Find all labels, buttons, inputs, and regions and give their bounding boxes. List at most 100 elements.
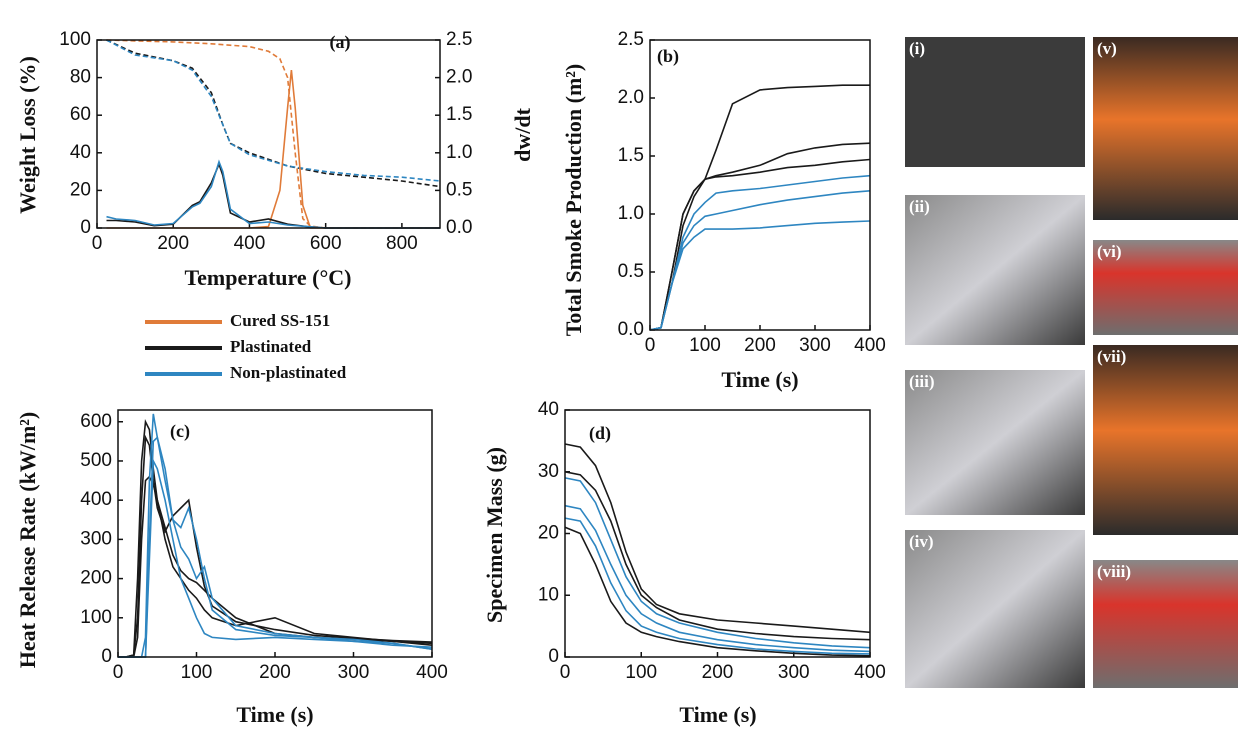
series-line bbox=[106, 70, 440, 229]
y-axis-label: Weight Loss (%) bbox=[15, 56, 40, 214]
series-line bbox=[118, 457, 433, 658]
photo bbox=[905, 195, 1085, 345]
plot-frame bbox=[96, 39, 441, 229]
series-line bbox=[118, 434, 433, 658]
photo-label: (vii) bbox=[1097, 347, 1126, 366]
y-tick-label: 2.5 bbox=[618, 29, 644, 50]
y-tick-label: 80 bbox=[70, 67, 91, 88]
photo bbox=[1093, 560, 1238, 688]
legend-label: Plastinated bbox=[230, 337, 312, 356]
panel-label: (c) bbox=[170, 421, 190, 442]
y-axis-label: Specimen Mass (g) bbox=[482, 447, 507, 623]
y-tick-label: 20 bbox=[538, 523, 559, 544]
photo bbox=[905, 37, 1085, 167]
photo bbox=[905, 370, 1085, 515]
series-line bbox=[564, 477, 871, 649]
series-line bbox=[106, 39, 441, 188]
x-tick-label: 300 bbox=[778, 662, 810, 683]
y-tick-label: 100 bbox=[80, 607, 112, 628]
x-tick-label: 400 bbox=[416, 662, 448, 683]
photo-label: (viii) bbox=[1097, 562, 1131, 581]
panel-label: (d) bbox=[589, 423, 611, 444]
series-line bbox=[106, 159, 440, 229]
x-tick-label: 400 bbox=[854, 662, 886, 683]
y2-tick-label: 0.5 bbox=[446, 179, 472, 200]
photo bbox=[905, 530, 1085, 688]
series-line bbox=[106, 39, 440, 229]
y-tick-label: 20 bbox=[70, 179, 91, 200]
x-tick-label: 200 bbox=[744, 335, 776, 356]
series-line bbox=[118, 418, 433, 658]
y-tick-label: 1.0 bbox=[618, 203, 644, 224]
y-tick-label: 0 bbox=[548, 646, 559, 667]
y-tick-label: 60 bbox=[70, 104, 91, 125]
y-tick-label: 300 bbox=[80, 528, 112, 549]
photo-label: (vi) bbox=[1097, 242, 1122, 261]
y-axis-label: Total Smoke Production (m²) bbox=[561, 64, 586, 336]
series-line bbox=[649, 158, 871, 331]
series-line bbox=[106, 161, 440, 229]
y-tick-label: 1.5 bbox=[618, 145, 644, 166]
legend-label: Non-plastinated bbox=[230, 363, 347, 382]
x-tick-label: 0 bbox=[560, 662, 571, 683]
series-line bbox=[564, 471, 871, 641]
photo-label: (iv) bbox=[909, 532, 934, 551]
x-axis-label: Temperature (°C) bbox=[184, 265, 351, 290]
y2-tick-label: 1.5 bbox=[446, 104, 472, 125]
y-tick-label: 200 bbox=[80, 568, 112, 589]
series-line bbox=[564, 526, 871, 657]
series-line bbox=[118, 435, 433, 658]
plot-frame bbox=[564, 409, 871, 658]
x-axis-label: Time (s) bbox=[236, 702, 313, 727]
panel-label: (a) bbox=[330, 32, 351, 53]
panel-label: (b) bbox=[657, 46, 679, 67]
series-line bbox=[564, 517, 871, 655]
y-tick-label: 2.0 bbox=[618, 87, 644, 108]
x-tick-label: 600 bbox=[310, 233, 342, 254]
x-tick-label: 200 bbox=[157, 233, 189, 254]
legend-label: Cured SS-151 bbox=[230, 311, 330, 330]
x-tick-label: 100 bbox=[625, 662, 657, 683]
series-line bbox=[649, 174, 871, 331]
y-tick-label: 40 bbox=[70, 142, 91, 163]
x-tick-label: 0 bbox=[645, 335, 656, 356]
y-tick-label: 600 bbox=[80, 411, 112, 432]
y-tick-label: 0.0 bbox=[618, 319, 644, 340]
series-line bbox=[649, 190, 871, 331]
x-tick-label: 400 bbox=[854, 335, 886, 356]
photo-label: (iii) bbox=[909, 372, 935, 391]
x-tick-label: 300 bbox=[338, 662, 370, 683]
y2-axis-label: dw/dt bbox=[510, 107, 535, 161]
series-line bbox=[649, 84, 870, 331]
photo bbox=[1093, 345, 1238, 535]
series-line bbox=[564, 443, 871, 634]
series-line bbox=[649, 220, 871, 331]
y-tick-label: 0 bbox=[80, 217, 91, 238]
plot-frame bbox=[649, 39, 871, 331]
x-tick-label: 300 bbox=[799, 335, 831, 356]
y-tick-label: 500 bbox=[80, 450, 112, 471]
y2-tick-label: 2.5 bbox=[446, 29, 472, 50]
plot-frame bbox=[117, 409, 433, 658]
photo bbox=[1093, 240, 1238, 335]
series-line bbox=[106, 39, 441, 182]
series-line bbox=[564, 504, 871, 653]
y-tick-label: 10 bbox=[538, 584, 559, 605]
x-axis-label: Time (s) bbox=[721, 367, 798, 392]
y-tick-label: 100 bbox=[59, 29, 91, 50]
y-tick-label: 400 bbox=[80, 489, 112, 510]
photo-label: (i) bbox=[909, 39, 925, 58]
y2-tick-label: 2.0 bbox=[446, 67, 472, 88]
y-tick-label: 0 bbox=[101, 646, 112, 667]
x-tick-label: 0 bbox=[92, 233, 103, 254]
x-tick-label: 0 bbox=[113, 662, 124, 683]
x-axis-label: Time (s) bbox=[679, 702, 756, 727]
photo-label: (v) bbox=[1097, 39, 1117, 58]
x-tick-label: 400 bbox=[234, 233, 266, 254]
y2-tick-label: 0.0 bbox=[446, 217, 472, 238]
x-tick-label: 800 bbox=[386, 233, 418, 254]
photo-label: (ii) bbox=[909, 197, 930, 216]
y-tick-label: 40 bbox=[538, 399, 559, 420]
x-tick-label: 100 bbox=[181, 662, 213, 683]
